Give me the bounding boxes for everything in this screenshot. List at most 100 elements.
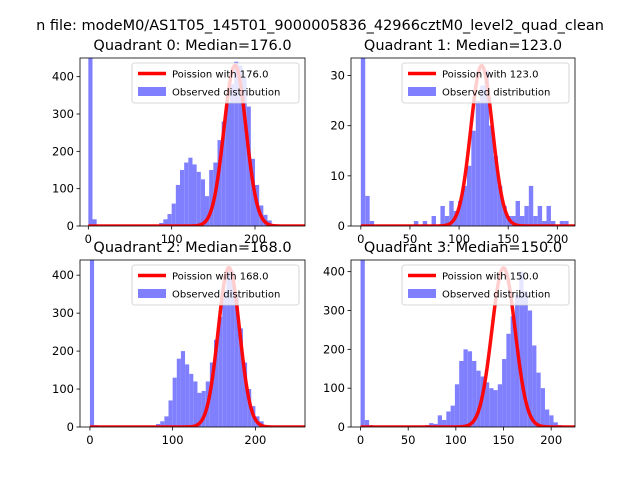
histogram-bar — [192, 164, 197, 226]
histogram-bar — [544, 409, 550, 427]
subplot-3: 0 50 100 150 200 0 100 200 300 400 Quadrant 3: Med… — [323, 240, 576, 447]
histogram-bar — [209, 362, 215, 427]
histogram-bar — [238, 328, 243, 427]
histogram-bar — [524, 205, 529, 226]
histogram-bar — [429, 423, 434, 427]
histogram-bar — [506, 333, 511, 427]
subplot-0: 0 100 200 0 100 200 300 400 Quadrant 0: Median=1… — [52, 38, 306, 246]
y-tick-label: 300 — [52, 107, 74, 121]
histogram-bar — [532, 345, 537, 427]
subplot-2: 0 100 200 0 100 200 300 400 Quadrant 2: Median=1… — [52, 240, 306, 447]
histogram-bar — [454, 384, 460, 427]
x-tick-label: 50 — [401, 433, 416, 447]
x-tick-label: 200 — [540, 433, 562, 447]
histogram-bar — [444, 215, 450, 226]
histogram-bar — [193, 381, 198, 427]
axes-frame — [350, 259, 576, 428]
histogram-bar — [168, 400, 173, 427]
y-tick-label: 200 — [323, 342, 345, 356]
x-tick-label: 200 — [244, 232, 266, 246]
legend-patch-swatch — [408, 289, 436, 298]
subplot-title: Quadrant 0: Median=176.0 — [93, 38, 291, 54]
axes-frame — [79, 259, 306, 428]
histogram-bar — [489, 125, 494, 226]
x-tick-label: 0 — [357, 433, 364, 447]
histogram-bar — [230, 271, 235, 427]
y-tick-label: 0 — [67, 420, 74, 434]
plot-area — [360, 58, 575, 226]
histogram-bar — [463, 349, 468, 427]
histogram-bar — [446, 411, 451, 427]
y-tick-label: 400 — [52, 268, 74, 282]
subplot-title: Quadrant 1: Median=123.0 — [364, 38, 562, 54]
legend-label-observed: Observed distribution — [442, 290, 550, 301]
histogram-bar — [225, 102, 230, 226]
histogram-bar — [218, 316, 223, 427]
histogram-bar — [480, 85, 485, 226]
histogram-bar — [458, 200, 463, 226]
subplot-title: Quadrant 2: Median=168.0 — [93, 240, 291, 256]
histogram-bar — [413, 220, 419, 226]
histogram-bar — [200, 179, 205, 226]
histogram-bar — [493, 390, 498, 427]
histogram-bar — [185, 364, 190, 427]
y-tick-label: 0 — [67, 219, 74, 233]
x-tick-label: 100 — [161, 232, 183, 246]
legend-patch-swatch — [138, 289, 166, 298]
histogram-bar — [360, 58, 366, 226]
legend-box — [131, 264, 300, 306]
plot-area — [359, 260, 575, 427]
x-tick-label: 150 — [497, 232, 519, 246]
histogram-bar — [247, 389, 252, 427]
histogram-bar — [242, 362, 248, 427]
histogram-bar — [519, 271, 524, 427]
legend-box — [401, 264, 570, 306]
subplot-1: 0 50 100 150 200 0 10 20 30 Quadrant 1: Median=12… — [330, 38, 576, 246]
histogram-bar — [467, 351, 473, 427]
histogram-bar — [528, 185, 534, 226]
histogram-bar — [536, 372, 541, 427]
histogram-bar — [493, 155, 498, 226]
histogram-bar — [184, 162, 189, 226]
histogram-bar — [472, 360, 477, 427]
y-tick-label: 400 — [323, 265, 345, 279]
histogram-bar — [466, 165, 472, 226]
histogram-bar — [553, 422, 558, 427]
histogram-bar — [234, 294, 239, 427]
histogram-bar — [209, 170, 214, 226]
x-tick-label: 100 — [445, 433, 467, 447]
histogram-bar — [450, 405, 455, 427]
histogram-bar — [180, 351, 186, 427]
poisson-curve — [360, 63, 575, 226]
histogram-bar — [546, 205, 551, 226]
histogram-bar — [459, 360, 464, 427]
legend-patch-swatch — [138, 87, 166, 96]
histogram-bar — [476, 370, 481, 427]
legend-patch-swatch — [408, 87, 436, 96]
histogram-bar — [533, 215, 538, 226]
poisson-curve — [359, 266, 575, 427]
y-tick-label: 20 — [330, 119, 345, 133]
axes-frame — [350, 57, 576, 227]
histogram-bar — [163, 219, 168, 226]
histogram-bar — [497, 185, 503, 226]
histogram-bar — [437, 415, 443, 427]
y-tick-label: 0 — [338, 420, 345, 434]
histogram-bar — [475, 100, 481, 226]
legend-box — [131, 62, 300, 104]
histogram-bar — [497, 384, 503, 427]
histogram-bar — [369, 220, 375, 226]
histogram-bar — [230, 84, 235, 226]
legend-label-observed: Observed distribution — [172, 290, 280, 301]
x-tick-label: 50 — [403, 232, 418, 246]
x-tick-label: 100 — [162, 433, 184, 447]
histogram-bar — [175, 184, 180, 226]
x-tick-label: 150 — [493, 433, 515, 447]
histogram-bar — [462, 185, 467, 226]
y-tick-label: 30 — [330, 69, 345, 83]
x-tick-label: 200 — [244, 433, 266, 447]
histogram-bar — [422, 220, 428, 226]
legend-label-poisson: Poission with 176.0 — [172, 70, 268, 81]
histogram-bar — [222, 290, 227, 427]
histogram-bar — [364, 420, 370, 427]
